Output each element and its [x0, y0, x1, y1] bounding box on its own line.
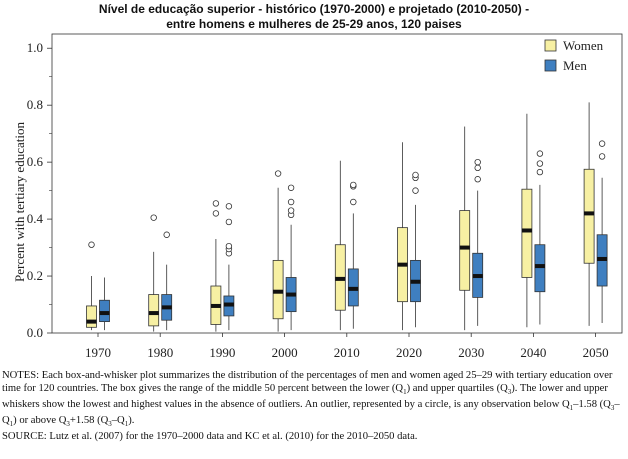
outlier-point — [150, 214, 157, 221]
outlier-point — [287, 184, 295, 191]
box-median — [273, 289, 284, 294]
box-women-1990 — [210, 200, 222, 332]
box-median — [86, 319, 97, 324]
box-men-1990 — [223, 203, 235, 331]
outlier-point — [412, 187, 419, 194]
box-iqr — [86, 305, 97, 328]
box-iqr — [459, 210, 471, 291]
chart-title-line-2: entre homens e mulheres de 25-29 anos, 1… — [166, 17, 462, 31]
box-plot-chart: 0.0 0.2 0.4 0.6 0.8 1.0 1970 1980 1990 2000 2010 20… — [12, 33, 623, 360]
x-tick-label: 2030 — [458, 345, 484, 360]
outlier-point — [212, 200, 220, 207]
box-men-2030 — [472, 158, 484, 326]
outlier-point — [474, 164, 481, 172]
box-men-1970 — [99, 277, 110, 331]
y-tick-label: 0.6 — [27, 154, 44, 169]
legend-swatch-women — [544, 39, 557, 52]
box-median — [99, 311, 110, 316]
outlier-point — [274, 170, 282, 177]
x-tick-label: 1990 — [209, 345, 235, 360]
outlier-point — [536, 150, 544, 157]
outlier-point — [163, 231, 170, 238]
outlier-point — [598, 140, 606, 147]
outlier-point — [536, 160, 544, 167]
box-women-1980 — [148, 214, 160, 332]
x-tick-label: 2040 — [520, 345, 546, 360]
box-median — [148, 311, 159, 316]
box-women-2020 — [397, 142, 408, 331]
outlier-point — [287, 207, 295, 214]
outlier-point — [474, 158, 481, 166]
outlier-point — [350, 198, 357, 206]
outlier-point — [212, 210, 220, 217]
plot-frame — [51, 33, 623, 334]
chart-axes: 0.0 0.2 0.4 0.6 0.8 1.0 1970 1980 1990 2000 2010 20… — [27, 33, 623, 360]
box-men-2020 — [410, 171, 421, 328]
box-median — [397, 262, 408, 267]
box-median — [210, 303, 221, 308]
legend-label-men: Men — [563, 58, 587, 73]
y-tick-label: 1.0 — [27, 40, 43, 55]
outlier-point — [225, 242, 233, 250]
notes-paragraph: NOTES: Each box-and-whisker plot summari… — [2, 370, 620, 429]
box-women-2000 — [272, 170, 284, 332]
box-median — [161, 305, 172, 310]
box-median — [472, 274, 483, 279]
box-median — [584, 211, 595, 216]
box-men-1980 — [161, 231, 173, 331]
box-median — [410, 279, 421, 284]
outlier-point — [412, 171, 419, 179]
box-men-2010 — [347, 181, 359, 329]
box-men-2040 — [534, 150, 546, 325]
box-median — [348, 286, 359, 291]
x-tick-label: 2000 — [272, 345, 298, 360]
x-tick-label: 1970 — [85, 345, 111, 360]
box-women-2010 — [334, 160, 346, 331]
box-men-2000 — [285, 184, 297, 331]
legend-label-women: Women — [563, 38, 604, 53]
box-iqr — [272, 259, 284, 320]
chart-legend: Women Men — [544, 38, 604, 73]
box-iqr — [521, 188, 533, 278]
box-women-2030 — [459, 126, 471, 331]
box-women-2040 — [521, 113, 533, 328]
box-women-2050 — [583, 102, 595, 326]
box-iqr — [583, 168, 595, 264]
box-iqr — [148, 294, 160, 327]
chart-title-line-1: Nível de educação superior - histórico (… — [98, 2, 530, 16]
notes-source: SOURCE: Lutz et al. (2007) for the 1970–… — [2, 430, 418, 442]
outlier-point — [225, 218, 233, 226]
y-tick-label: 0.0 — [27, 325, 43, 340]
box-median — [223, 302, 234, 307]
x-tick-label: 2010 — [334, 345, 360, 360]
chart-boxes — [86, 102, 608, 332]
box-median — [534, 264, 545, 269]
box-median — [459, 245, 470, 250]
x-tick-label: 2020 — [396, 345, 422, 360]
outlier-point — [225, 203, 233, 210]
box-median — [521, 228, 532, 233]
outlier-point — [598, 153, 606, 160]
chart-notes: NOTES: Each box-and-whisker plot summari… — [2, 370, 626, 444]
outlier-point — [350, 181, 357, 189]
box-women-1970 — [86, 241, 97, 331]
outlier-point — [88, 241, 95, 248]
box-median — [597, 256, 608, 261]
box-men-2050 — [596, 140, 608, 324]
outlier-point — [287, 198, 295, 206]
box-iqr — [534, 244, 546, 293]
y-tick-label: 0.2 — [27, 268, 43, 283]
legend-swatch-men — [544, 59, 557, 72]
box-median — [286, 292, 297, 297]
x-tick-label: 2050 — [583, 345, 609, 360]
outlier-point — [536, 168, 544, 176]
y-axis-label: Percent with tertiary education — [12, 122, 27, 282]
y-tick-label: 0.8 — [27, 97, 43, 112]
y-tick-label: 0.4 — [27, 211, 44, 226]
box-median — [335, 276, 346, 281]
box-iqr — [99, 299, 110, 323]
chart-title: Nível de educação superior - histórico (… — [0, 2, 628, 32]
x-tick-label: 1980 — [147, 345, 173, 360]
outlier-point — [474, 176, 481, 183]
